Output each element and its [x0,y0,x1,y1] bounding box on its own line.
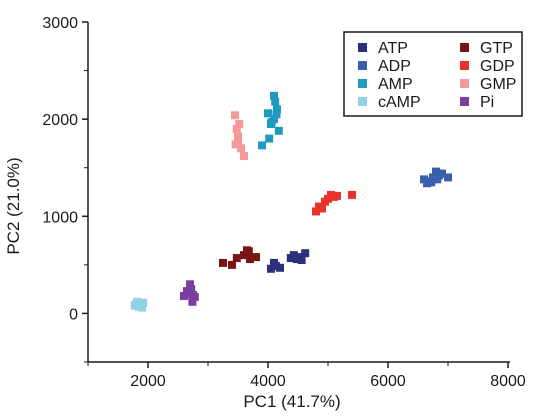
data-point-gtp [244,247,253,256]
data-point-gdp [318,204,326,213]
legend-label-amp: AMP [378,76,413,93]
data-point-amp [264,109,272,118]
data-point-gdp [321,197,329,206]
legend-swatch-gtp [460,43,469,52]
data-point-atp [270,258,278,267]
legend-swatch-pi [460,97,469,106]
points-group [130,91,452,312]
legend-swatch-adp [358,61,367,70]
data-point-atp [297,253,305,262]
data-point-gdp [312,207,320,216]
data-point-gdp [333,191,341,200]
data-point-gtp [246,255,254,264]
legend-box [343,31,523,117]
data-point-pi [183,290,192,298]
data-point-amp [271,97,280,106]
legend-label-adp: ADP [378,58,411,75]
data-point-adp [433,175,442,184]
data-point-adp [438,169,446,178]
y-axis-label: PC2 (21.0%) [4,157,23,254]
data-point-amp [265,134,274,143]
data-point-pi [190,292,199,301]
data-point-adp [427,178,436,187]
y-tick-label: 0 [69,306,78,323]
data-point-gtp [219,258,227,267]
data-point-adp [429,173,437,182]
data-point-atp [276,263,284,272]
data-point-amp [274,126,283,135]
y-tick-label: 3000 [42,15,78,32]
data-point-gtp [232,254,241,263]
legend-label-gtp: GTP [480,40,513,57]
data-point-gmp [240,152,248,161]
y-ticks-group: 0 1000 2000 3000 [42,15,88,363]
data-point-gmp [232,124,241,133]
legend-swatch-atp [358,43,367,52]
legend-swatch-camp [358,97,367,106]
data-point-atp [289,251,298,260]
x-ticks-group: 2000 4000 6000 8000 [87,362,526,390]
data-point-gmp [234,132,242,141]
data-point-pi [186,284,194,293]
data-point-gmp [237,144,245,153]
data-point-gmp [231,111,239,120]
data-point-gtp [228,260,236,269]
legend-swatch-amp [358,79,367,88]
data-point-atp [267,264,275,273]
x-axis-label: PC1 (41.7%) [243,392,340,411]
data-point-camp [135,301,144,310]
data-point-amp [270,91,278,100]
x-tick-label: 2000 [130,373,166,390]
x-tick-label: 4000 [250,373,286,390]
data-point-amp [258,141,266,150]
data-point-amp [273,105,281,114]
legend-swatch-gmp [460,79,469,88]
data-point-adp [444,173,452,182]
data-point-gtp [252,253,260,262]
data-point-atp [301,249,310,258]
axes-group [87,22,510,363]
data-point-pi [188,297,197,306]
x-tick-label: 8000 [490,373,526,390]
data-point-gtp [240,251,248,260]
y-tick-label: 2000 [42,112,78,129]
x-tick-label: 6000 [370,373,406,390]
y-tick-label: 1000 [42,209,78,226]
data-point-gdp [348,190,356,199]
data-point-amp [272,110,281,119]
data-point-amp [270,115,278,124]
legend-label-gmp: GMP [480,76,516,93]
legend-label-gdp: GDP [480,58,515,75]
legend-label-atp: ATP [378,40,408,57]
legend-label-camp: cAMP [378,94,421,111]
legend-swatch-gdp [460,61,469,70]
legend-label-pi: Pi [480,94,494,111]
data-point-gmp [231,140,240,149]
data-point-gmp [235,120,244,128]
